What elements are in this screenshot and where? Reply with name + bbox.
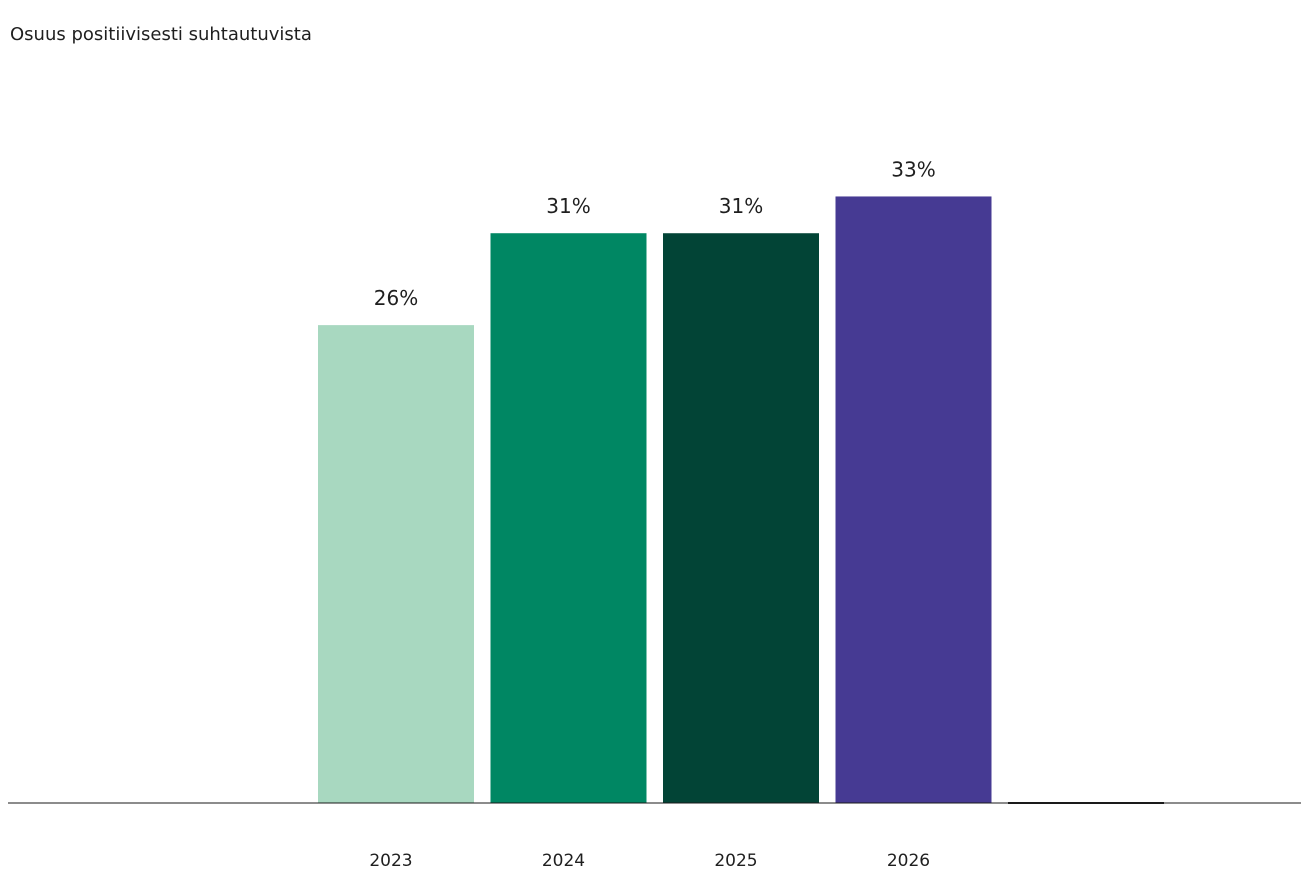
x-tick-label-2026: 2026 <box>887 851 930 871</box>
value-labels-group: 26% 31% 31% 33% <box>374 157 936 310</box>
bar-2025 <box>663 233 819 804</box>
value-label-2026: 33% <box>891 157 935 181</box>
value-label-2024: 31% <box>546 194 590 218</box>
x-tick-labels-group: 2023 2024 2025 2026 <box>369 851 930 871</box>
bar-2023 <box>318 325 474 803</box>
bars-group <box>318 196 1164 804</box>
x-tick-label-2025: 2025 <box>714 851 757 871</box>
bar-2026 <box>835 196 992 803</box>
x-tick-label-2023: 2023 <box>369 851 412 871</box>
bar-2024 <box>490 233 647 804</box>
x-tick-label-2024: 2024 <box>542 851 585 871</box>
value-label-2025: 31% <box>719 194 763 218</box>
value-label-2023: 26% <box>374 286 418 310</box>
chart-title: Osuus positiivisesti suhtautuvista <box>10 24 312 45</box>
